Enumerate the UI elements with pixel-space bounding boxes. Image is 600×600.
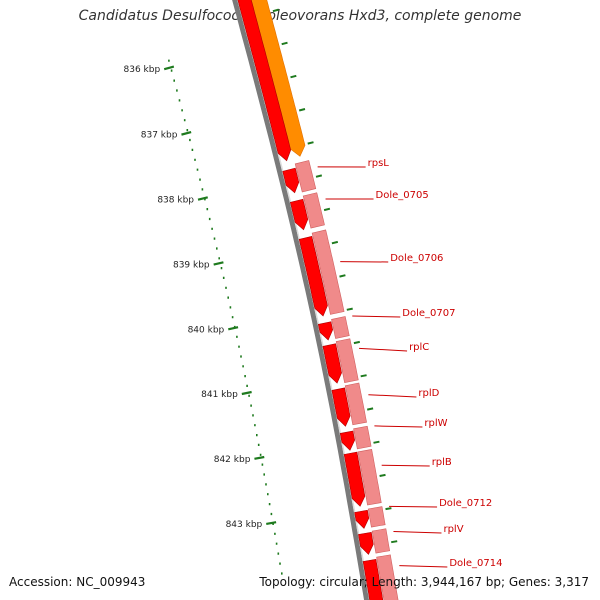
gene-label: Dole_0712 xyxy=(439,498,492,509)
gene-label: rplB xyxy=(432,457,452,468)
gene-arrow xyxy=(331,387,351,427)
feature-block xyxy=(376,554,399,600)
gene-arrow xyxy=(289,198,309,231)
tick-label: 842 kbp xyxy=(214,455,251,465)
tick-mark xyxy=(213,261,224,266)
feature-block xyxy=(294,160,317,193)
tick-mark xyxy=(163,65,175,71)
feature-block xyxy=(357,449,382,506)
tick-mark xyxy=(228,326,239,331)
gene-label: Dole_0707 xyxy=(402,308,455,319)
tick-label: 840 kbp xyxy=(188,325,225,335)
accession-text: Accession: NC_009943 xyxy=(9,575,146,589)
feature-block xyxy=(367,506,386,528)
gene-arrow xyxy=(298,235,328,317)
outer-ticks xyxy=(272,8,398,544)
feature-block xyxy=(353,425,372,450)
tick-label: 837 kbp xyxy=(141,131,178,141)
gene-label: Dole_0706 xyxy=(390,253,443,264)
tick-label: 836 kbp xyxy=(124,65,161,75)
feature-tracks xyxy=(232,0,399,600)
gene-leader-line xyxy=(399,565,448,568)
tick-mark xyxy=(241,390,252,396)
feature-block xyxy=(344,382,367,426)
scale-dots xyxy=(168,59,283,575)
gene-leader-line xyxy=(374,425,423,428)
gene-label: rpsL xyxy=(368,158,390,169)
gene-leader-line xyxy=(368,394,417,398)
tick-label: 838 kbp xyxy=(157,196,194,206)
gene-leader-line xyxy=(359,347,408,352)
gene-leader-line xyxy=(352,315,401,318)
gene-labels: rpsL Dole_0705 Dole_0706 Dole_0707 rplC rplD r… xyxy=(317,158,503,569)
feature-block xyxy=(331,316,350,339)
gene-label: Dole_0714 xyxy=(449,558,502,569)
gene-arrow xyxy=(237,0,292,162)
feature-block xyxy=(371,528,391,554)
gene-arrow xyxy=(317,321,334,341)
gene-label: rplV xyxy=(443,524,463,535)
gene-label: Dole_0705 xyxy=(376,190,429,201)
gene-arrow xyxy=(362,558,384,600)
tick-label: 843 kbp xyxy=(226,520,263,530)
gene-arrow xyxy=(358,531,374,555)
tick-label: 841 kbp xyxy=(201,390,238,400)
feature-block xyxy=(335,338,359,384)
tick-mark xyxy=(266,521,277,526)
scale-ticks: 836 kbp 837 kbp 838 kbp 839 kbp 840 kbp 841 k… xyxy=(124,8,398,575)
tick-mark xyxy=(181,131,192,136)
gene-arrow xyxy=(343,451,366,507)
gene-leader-line xyxy=(381,464,430,467)
tick-label: 839 kbp xyxy=(173,261,210,271)
gene-arrow xyxy=(354,509,370,529)
feature-block xyxy=(302,192,325,229)
feature-block xyxy=(311,229,345,315)
gene-leader-line xyxy=(393,531,442,534)
tick-mark xyxy=(254,455,265,460)
gene-arrow xyxy=(322,343,342,384)
map-title: Candidatus Desulfococcus oleovorans Hxd3… xyxy=(78,8,522,24)
gene-leader-line xyxy=(389,505,438,508)
gene-label: rplD xyxy=(418,388,439,399)
genome-stats-text: Topology: circular; Length: 3,944,167 bp… xyxy=(259,575,589,589)
gene-label: rplW xyxy=(424,418,447,429)
gene-arrow xyxy=(339,430,356,451)
tick-mark xyxy=(197,196,208,201)
backbone-ring xyxy=(232,0,370,600)
gene-arrow xyxy=(282,167,300,194)
gene-label: rplC xyxy=(409,342,429,353)
